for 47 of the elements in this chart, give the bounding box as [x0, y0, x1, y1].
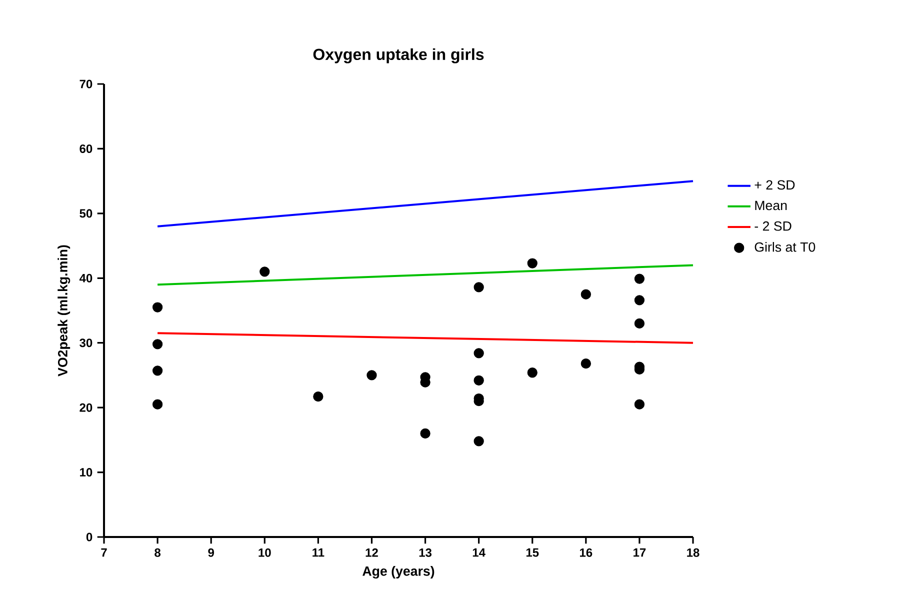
point	[152, 366, 163, 376]
x-tick-label: 10	[258, 548, 271, 557]
point	[420, 428, 430, 439]
point	[152, 302, 163, 312]
x-tick-label: 7	[101, 548, 107, 557]
legend-label: - 2 SD	[754, 221, 792, 231]
y-tick-label: 10	[80, 468, 92, 477]
y-tick-label: 30	[80, 338, 92, 348]
point	[580, 289, 591, 300]
y-tick-label: 70	[80, 80, 92, 88]
x-tick-label: 16	[580, 548, 592, 557]
x-tick-label: 18	[687, 548, 700, 557]
x-tick-label: 13	[419, 548, 432, 557]
x-axis-title: Age (years)	[362, 566, 434, 579]
legend-label: Girls at T0	[754, 242, 816, 252]
point	[634, 318, 645, 329]
y-axis-title: VO2peak (ml.kg.min)	[58, 245, 70, 376]
point	[474, 436, 484, 446]
point	[152, 399, 163, 410]
point	[634, 274, 645, 284]
point	[634, 399, 645, 410]
x-tick-label: 12	[366, 548, 378, 557]
x-tick-label: 9	[208, 548, 214, 557]
chart-title: Oxygen uptake in girls	[313, 48, 484, 64]
point	[634, 295, 645, 306]
point	[580, 358, 591, 369]
y-tick-label: 20	[80, 403, 92, 412]
point	[366, 370, 377, 380]
y-tick-label: 40	[79, 274, 92, 282]
point	[474, 282, 484, 292]
legend-label: Mean	[755, 200, 787, 210]
point	[260, 266, 270, 277]
x-tick-label: 15	[526, 548, 539, 557]
x-tick-label: 11	[312, 548, 324, 557]
point	[152, 339, 163, 350]
point	[527, 368, 538, 378]
point	[313, 392, 324, 402]
y-tick-label: 60	[80, 144, 92, 153]
x-tick-label: 8	[154, 548, 161, 557]
y-tick-label: 0	[86, 532, 92, 542]
legend-label: + 2 SD	[754, 180, 795, 190]
y-tick-label: 50	[80, 209, 92, 218]
point	[527, 258, 538, 268]
point	[474, 348, 484, 358]
point	[474, 375, 484, 386]
x-tick-label: 14	[472, 548, 486, 557]
x-tick-label: 17	[634, 548, 646, 557]
